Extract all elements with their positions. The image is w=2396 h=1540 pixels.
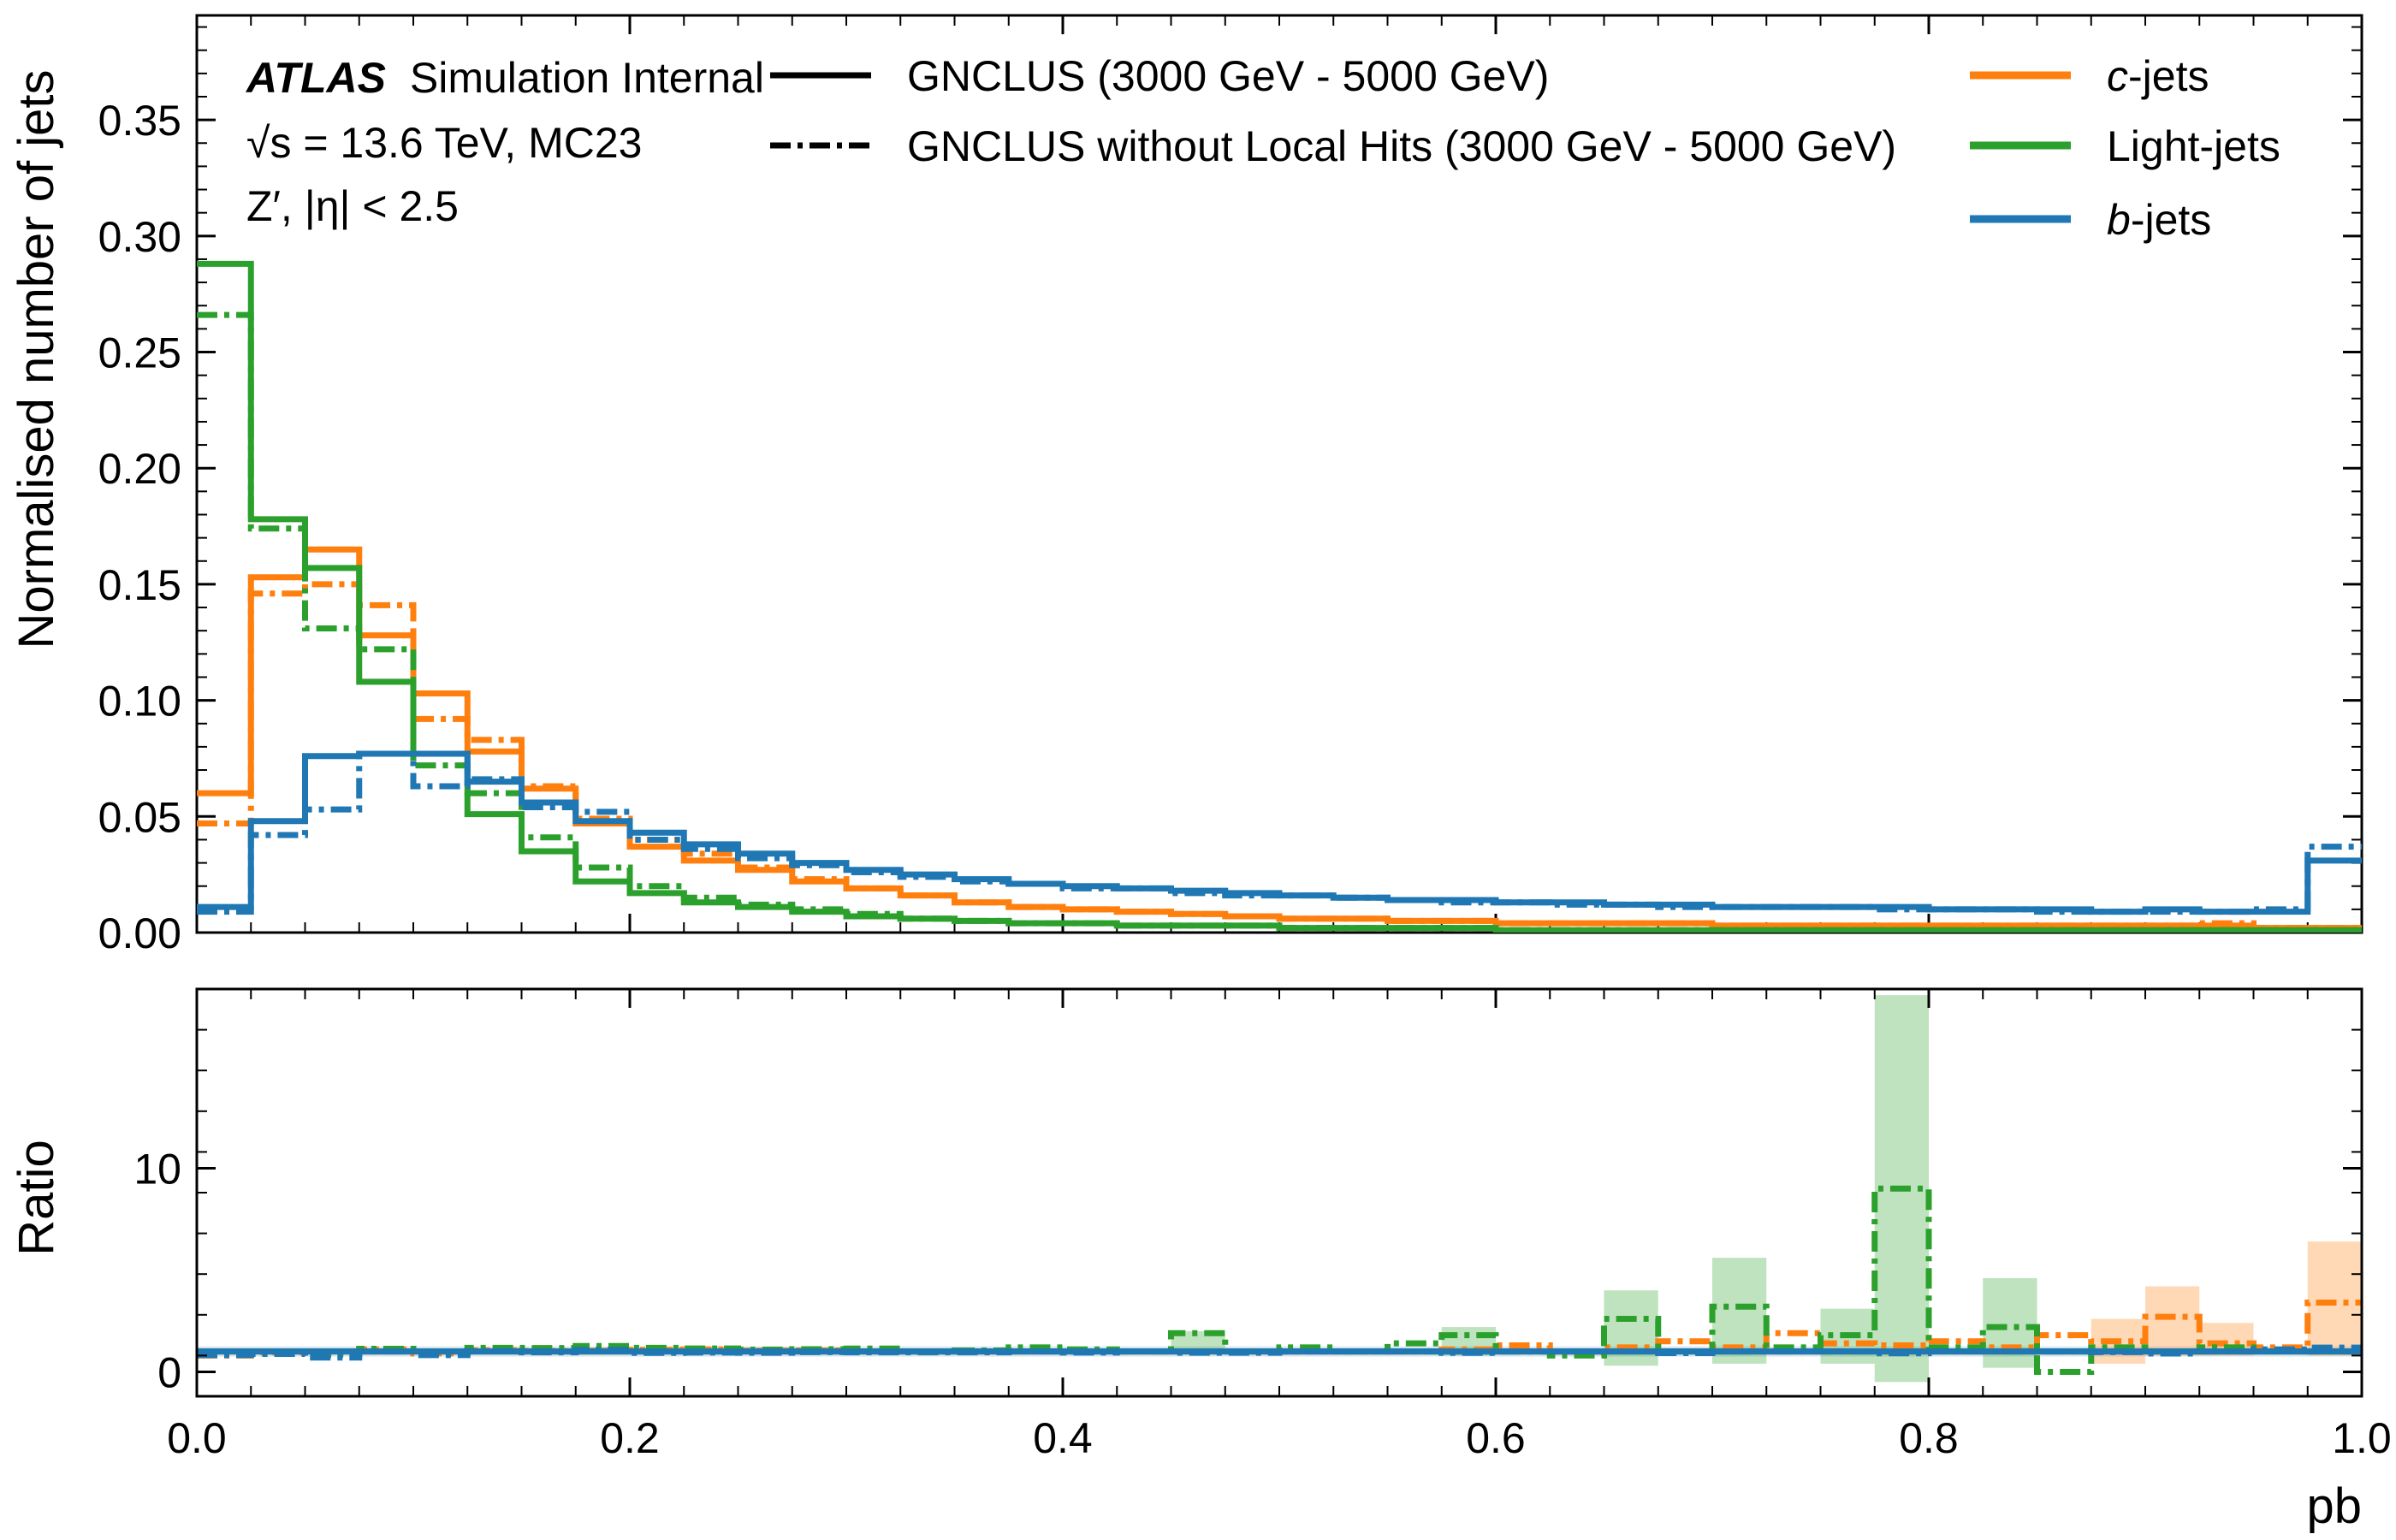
ratio-panel: 0.0 0.2 0.4 0.6 0.8 1.0 0 10 Ratio pb: [9, 987, 2392, 1534]
svg-text:c-jets: c-jets: [2107, 52, 2209, 100]
main-y-axis-title: Normalised number of jets: [9, 70, 64, 649]
atlas-selection-label: Z′, |η| < 2.5: [246, 182, 459, 230]
legend-c-jets-suffix: -jets: [2128, 52, 2209, 100]
atlas-status-label: Simulation Internal: [410, 54, 764, 102]
ratio-uncertainty-c: [2145, 1286, 2200, 1356]
ratio-series-group: [197, 1185, 2362, 1375]
legend-dashdot-label: GNCLUS without Local Hits (3000 GeV - 50…: [907, 122, 1896, 170]
y-tick-label: 0.10: [98, 678, 181, 726]
legend-light-jets-label: Light-jets: [2107, 122, 2280, 170]
legend-b-jets-suffix: -jets: [2131, 196, 2211, 244]
series-c-jets-dashdot: [197, 581, 2362, 932]
ratio-uncertainty-c: [2307, 1241, 2362, 1356]
x-tick-label: 1.0: [2332, 1414, 2392, 1462]
atlas-experiment-label: ATLAS: [245, 54, 386, 102]
atlas-energy-label: √s = 13.6 TeV, MC23: [246, 119, 642, 167]
legend-b-jets-prefix: b: [2107, 196, 2131, 244]
main-axis-ticks: 0.00 0.05 0.10 0.15 0.20 0.25 0.30 0.35: [98, 15, 2363, 957]
ratio-uncertainty-bands: [197, 995, 2362, 1383]
main-series-group: [197, 260, 2362, 933]
x-tick-label: 0.8: [1899, 1414, 1959, 1462]
atlas-label: ATLAS Simulation Internal √s = 13.6 TeV,…: [245, 54, 764, 230]
y-tick-label: 0.25: [98, 329, 181, 377]
y-tick-label: 0.05: [98, 793, 181, 841]
ratio-axis-ticks: 0.0 0.2 0.4 0.6 0.8 1.0 0 10: [133, 988, 2392, 1462]
svg-text:ATLAS Simulation Interna: ATLAS Simulation Internal: [245, 54, 764, 102]
x-tick-label: 0.0: [167, 1414, 227, 1462]
x-tick-label: 0.2: [600, 1414, 660, 1462]
x-tick-label: 0.6: [1466, 1414, 1526, 1462]
y-tick-label: 0.15: [98, 561, 181, 609]
main-panel: 0.00 0.05 0.10 0.15 0.20 0.25 0.30 0.35 Normali…: [9, 14, 2363, 957]
style-legend: GNCLUS (3000 GeV - 5000 GeV) GNCLUS with…: [770, 52, 1896, 170]
legend-c-jets-prefix: c: [2107, 52, 2128, 100]
legend-solid-label: GNCLUS (3000 GeV - 5000 GeV): [907, 52, 1549, 100]
flavour-legend: c-jets Light-jets b-jets: [1970, 52, 2280, 244]
y-tick-label: 0.20: [98, 445, 181, 493]
x-tick-label: 0.4: [1033, 1414, 1093, 1462]
svg-text:b-jets: b-jets: [2107, 196, 2211, 244]
y-tick-label: 0.00: [98, 909, 181, 957]
ratio-y-axis-title: Ratio: [9, 1140, 64, 1255]
x-axis-title: pb: [2306, 1478, 2362, 1534]
series-b-jets-dashdot: [197, 750, 2362, 915]
y-tick-label: 10: [133, 1145, 181, 1193]
series-b-jets-dashdot: [197, 1344, 2362, 1361]
y-tick-label: 0.35: [98, 97, 181, 145]
y-tick-label: 0: [157, 1348, 181, 1396]
y-tick-label: 0.30: [98, 213, 181, 261]
